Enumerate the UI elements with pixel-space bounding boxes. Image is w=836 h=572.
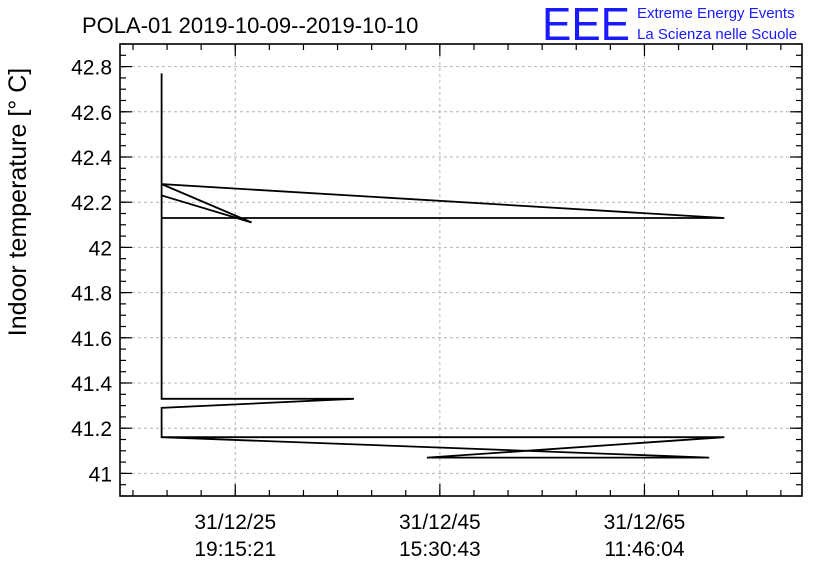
chart-title: POLA-01 2019-10-09--2019-10-10 (82, 13, 418, 38)
y-tick-label: 42.6 (71, 102, 112, 125)
y-axis-label: Indoor temperature [° C] (4, 68, 32, 336)
y-tick-label: 41.6 (71, 328, 112, 351)
y-tick-label: 42 (89, 237, 112, 260)
x-tick-label-time: 15:30:43 (399, 538, 481, 561)
y-tick-label: 41.8 (71, 283, 112, 306)
x-tick-label-date: 31/12/25 (194, 511, 276, 534)
x-tick-label-date: 31/12/45 (399, 511, 481, 534)
logo-mark: EEE (542, 0, 630, 50)
plot-frame (119, 43, 803, 497)
y-tick-label: 42.4 (71, 147, 112, 170)
y-tick-labels: 41 41.2 41.4 41.6 41.8 42 42.2 42.4 42.6 42.8 (71, 57, 112, 487)
y-tick-label: 42.8 (71, 57, 112, 80)
y-tick-label: 42.2 (71, 192, 112, 215)
series-layer (160, 73, 725, 459)
logo-line-2: La Scienza nelle Scuole (637, 26, 797, 43)
x-tick-label-date: 31/12/65 (604, 511, 686, 534)
eee-logo: EEE Extreme Energy Events La Scienza nel… (542, 0, 797, 50)
logo-line-1: Extreme Energy Events (637, 5, 795, 22)
axis-ticks (120, 43, 802, 497)
series-line (160, 73, 725, 459)
grid (120, 44, 802, 496)
y-tick-label: 41 (89, 463, 112, 486)
x-tick-labels: 31/12/25 19:15:21 31/12/45 15:30:43 31/12/65… (194, 511, 685, 561)
y-tick-label: 41.2 (71, 418, 112, 441)
x-tick-label-time: 11:46:04 (604, 538, 685, 561)
y-tick-label: 41.4 (71, 373, 112, 396)
x-tick-label-time: 19:15:21 (194, 538, 276, 561)
